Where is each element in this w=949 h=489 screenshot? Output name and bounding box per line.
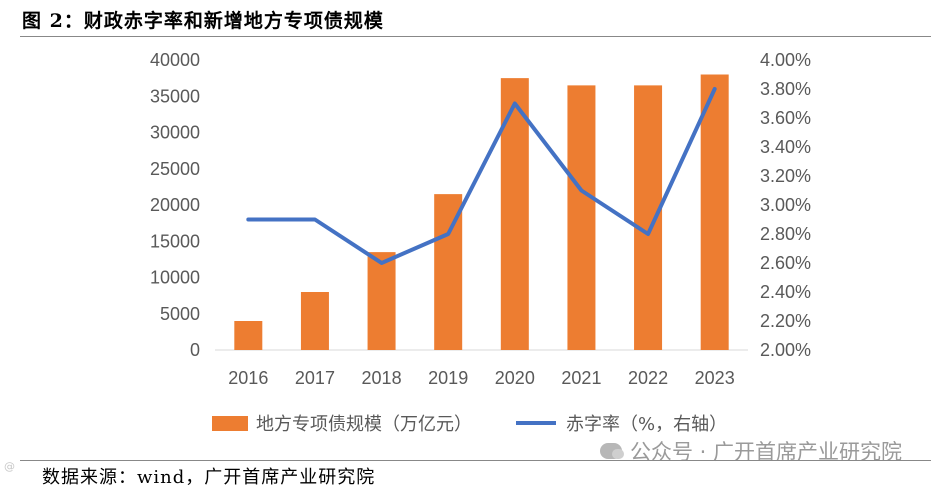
right-tick-label: 2.20% bbox=[760, 311, 811, 331]
corner-mark: @ bbox=[4, 460, 15, 473]
x-tick-label: 2020 bbox=[495, 368, 535, 388]
bottom-rule bbox=[20, 460, 931, 461]
watermark-text: 公众号 · 广开首席产业研究院 bbox=[630, 440, 903, 464]
x-tick-label: 2022 bbox=[628, 368, 668, 388]
right-axis-ticks: 2.00% 2.20% 2.40% 2.60% 2.80% 3.00% 3.20% 3.40%… bbox=[760, 50, 811, 360]
right-tick-label: 4.00% bbox=[760, 50, 811, 70]
left-tick-label: 25000 bbox=[150, 159, 200, 179]
bar-series bbox=[234, 74, 729, 350]
right-tick-label: 3.20% bbox=[760, 166, 811, 186]
x-tick-label: 2019 bbox=[428, 368, 468, 388]
right-tick-label: 2.00% bbox=[760, 340, 811, 360]
left-tick-label: 20000 bbox=[150, 195, 200, 215]
x-tick-label: 2016 bbox=[228, 368, 268, 388]
right-tick-label: 3.80% bbox=[760, 79, 811, 99]
deficit-rate-line bbox=[246, 87, 717, 265]
left-tick-label: 0 bbox=[190, 340, 200, 360]
right-tick-label: 3.60% bbox=[760, 108, 811, 128]
bar bbox=[300, 292, 329, 350]
x-axis-labels: 2016 2017 2018 2019 2020 2021 2022 2023 bbox=[228, 368, 734, 388]
bar bbox=[567, 85, 596, 350]
right-tick-label: 2.60% bbox=[760, 253, 811, 273]
left-tick-label: 35000 bbox=[150, 86, 200, 106]
bar bbox=[234, 321, 263, 350]
data-source: 数据来源：wind，广开首席产业研究院 bbox=[42, 467, 376, 488]
left-tick-label: 5000 bbox=[160, 304, 200, 324]
x-tick-label: 2021 bbox=[561, 368, 601, 388]
figure-title: 图 2：财政赤字率和新增地方专项债规模 bbox=[22, 10, 384, 32]
bar bbox=[700, 74, 729, 350]
right-tick-label: 3.40% bbox=[760, 137, 811, 157]
x-tick-label: 2023 bbox=[695, 368, 735, 388]
left-tick-label: 40000 bbox=[150, 50, 200, 70]
x-tick-label: 2017 bbox=[295, 368, 335, 388]
left-tick-label: 10000 bbox=[150, 268, 200, 288]
legend: 地方专项债规模（万亿元） 赤字率（%，右轴） bbox=[212, 414, 727, 435]
left-axis-ticks: 0 5000 10000 15000 20000 25000 30000 35000 40000 bbox=[150, 50, 200, 360]
legend-label-line: 赤字率（%，右轴） bbox=[566, 414, 727, 435]
legend-swatch-bar bbox=[212, 416, 248, 431]
right-tick-label: 3.00% bbox=[760, 195, 811, 215]
legend-label-bar: 地方专项债规模（万亿元） bbox=[256, 414, 472, 435]
watermark: 公众号 · 广开首席产业研究院 bbox=[600, 436, 902, 466]
left-tick-label: 15000 bbox=[150, 231, 200, 251]
left-tick-label: 30000 bbox=[150, 123, 200, 143]
bar bbox=[634, 85, 663, 350]
bar bbox=[367, 252, 396, 350]
right-tick-label: 2.80% bbox=[760, 224, 811, 244]
right-tick-label: 2.40% bbox=[760, 282, 811, 302]
x-tick-label: 2018 bbox=[362, 368, 402, 388]
top-rule bbox=[20, 36, 931, 37]
wechat-icon bbox=[600, 443, 624, 459]
